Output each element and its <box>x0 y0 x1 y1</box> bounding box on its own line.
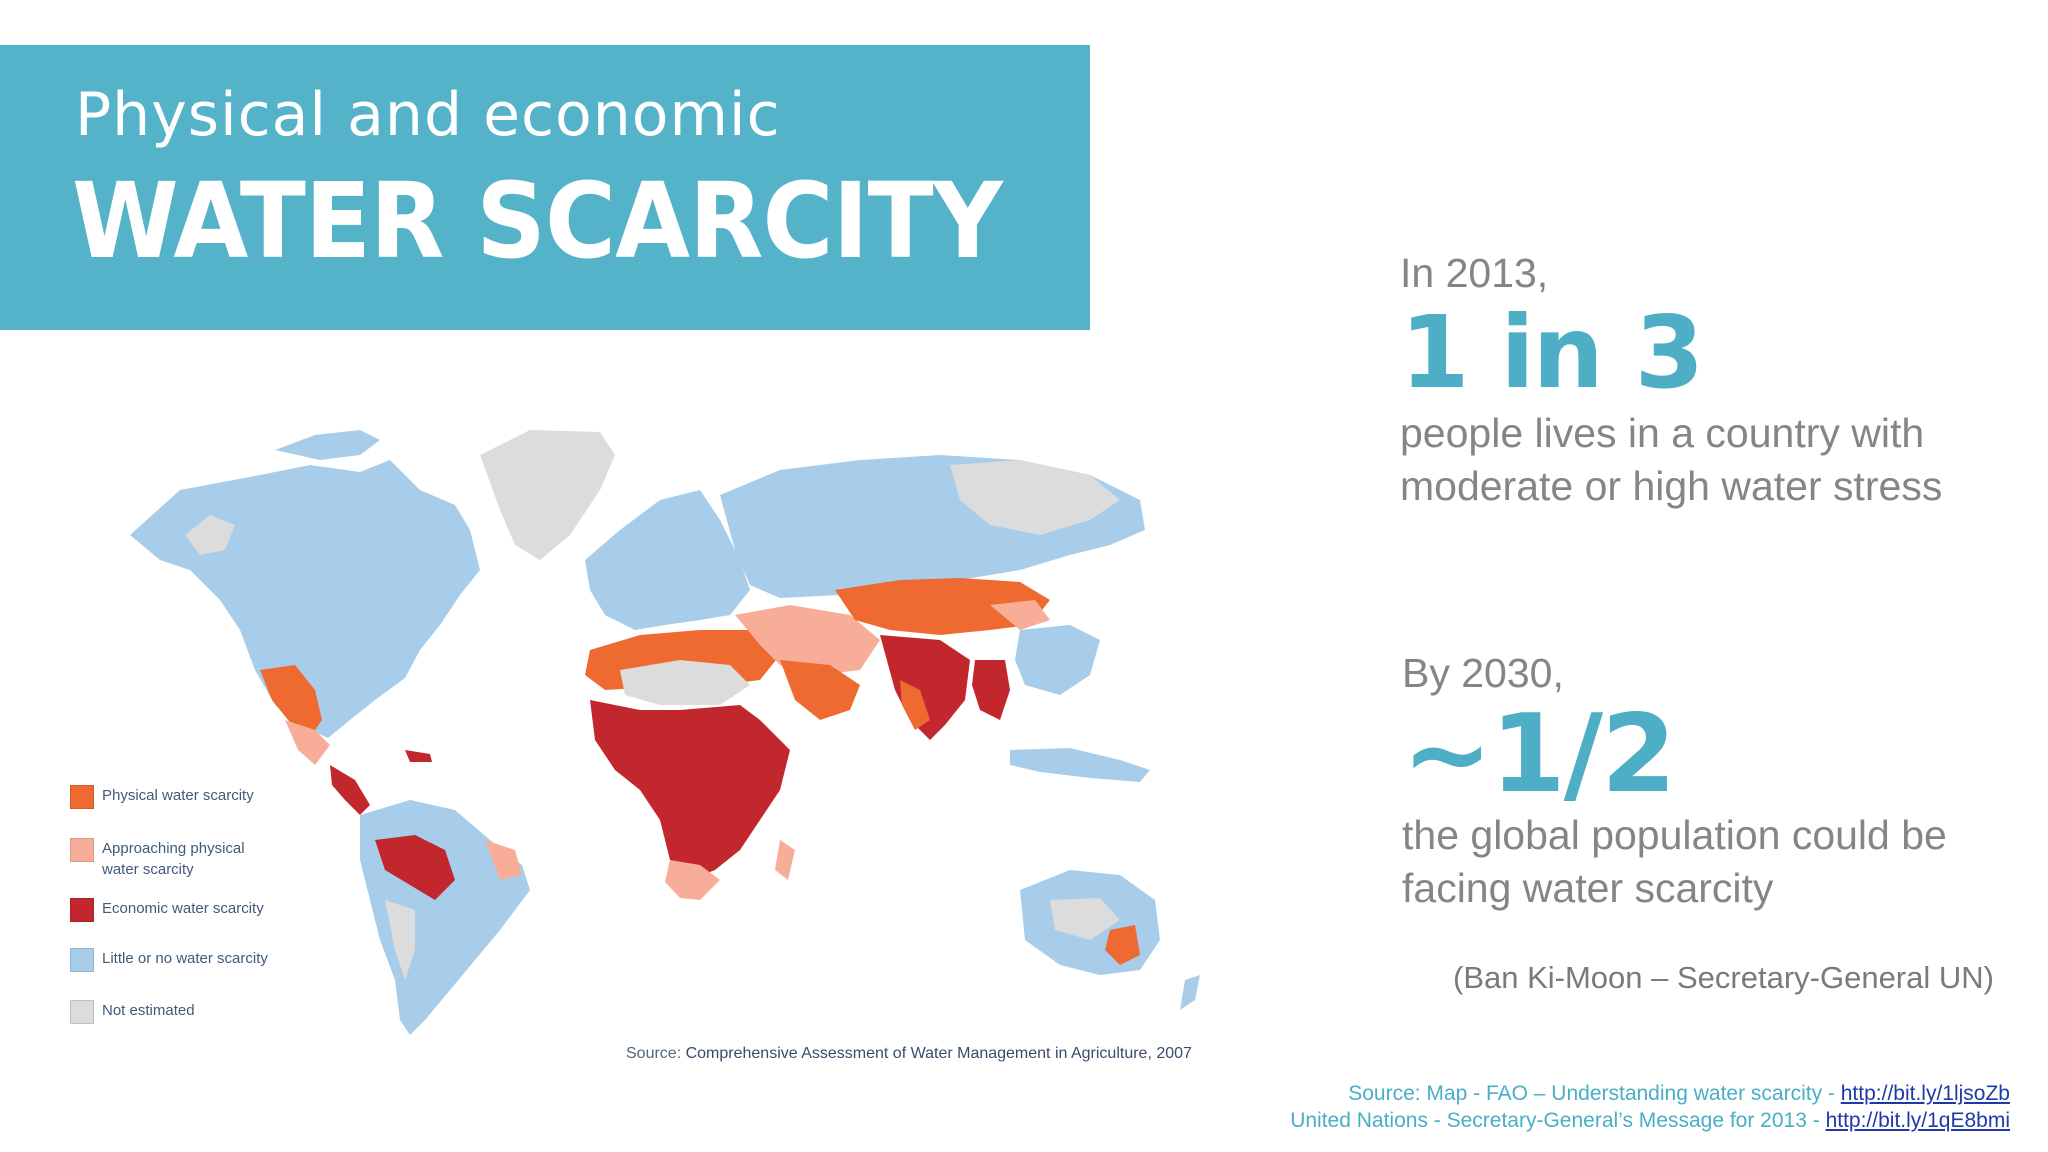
legend-swatch-economic <box>70 898 94 922</box>
legend-swatch-little <box>70 948 94 972</box>
australia-not-estimated <box>1050 898 1120 940</box>
greenland-region <box>480 430 615 560</box>
source-1-text: Source: Map - FAO – Understanding water … <box>1348 1082 1841 1105</box>
page-subtitle: Physical and economic <box>75 80 781 150</box>
southeast-asia-economic <box>972 660 1010 720</box>
china-approaching <box>990 600 1050 630</box>
south-america-region <box>360 800 530 1035</box>
legend-swatch-physical <box>70 785 94 809</box>
subsaharan-africa-economic <box>590 700 790 880</box>
central-asia-physical <box>835 578 1050 635</box>
alaska-north-region <box>185 515 235 555</box>
map-source-label: Source: <box>626 1045 682 1062</box>
andes-economic <box>375 835 455 900</box>
middle-east-approaching <box>735 605 880 675</box>
stat-2013-highlight: 1 in 3 <box>1400 294 1704 411</box>
stat-2030-desc-line1: the global population could be <box>1402 812 1947 858</box>
map-source-caption: Source: Comprehensive Assessment of Wate… <box>626 1045 1192 1063</box>
legend-label-economic: Economic water scarcity <box>102 900 264 917</box>
page-title: WATER SCARCITY <box>72 160 1003 282</box>
indonesia-region <box>1010 748 1150 782</box>
stat-2030-desc: the global population could be facing wa… <box>1402 809 1947 915</box>
india-economic <box>880 635 970 740</box>
south-africa-approaching <box>665 860 720 900</box>
title-banner <box>0 45 1090 330</box>
stat-2013-desc-line1: people lives in a country with <box>1400 410 1925 456</box>
east-asia-region <box>1015 625 1100 695</box>
stat-2030-intro: By 2030, <box>1402 650 1564 696</box>
madagascar-approaching <box>775 840 795 880</box>
far-east-not-estimated <box>950 460 1120 535</box>
quote-author: (Ban Ki-Moon – Secretary-General UN) <box>1453 960 1994 995</box>
canada-arctic-islands <box>275 430 380 460</box>
legend-label-not-estimated: Not estimated <box>102 1002 195 1019</box>
legend-label-approaching: Approaching physical water scarcity <box>102 838 245 880</box>
legend-item-economic: Economic water scarcity <box>70 898 264 922</box>
south-america-not-estimated <box>385 900 415 980</box>
stat-2030-highlight: ~1/2 <box>1402 692 1676 817</box>
southwest-usa-physical <box>260 665 322 740</box>
caribbean-economic <box>405 750 432 762</box>
source-2-text: United Nations - Secretary-General’s Mes… <box>1290 1109 1826 1132</box>
stat-2013: In 2013, 1 in 3 people lives in a countr… <box>1400 250 1942 513</box>
stat-2013-desc-line2: moderate or high water stress <box>1400 463 1943 509</box>
stat-2030: By 2030, ~1/2 the global population coul… <box>1402 650 1947 915</box>
legend-item-not-estimated: Not estimated <box>70 1000 195 1024</box>
legend-label-physical: Physical water scarcity <box>102 787 254 804</box>
legend-item-physical: Physical water scarcity <box>70 785 254 809</box>
brazil-approaching <box>485 840 522 880</box>
source-line-2: United Nations - Secretary-General’s Mes… <box>1290 1107 2010 1134</box>
legend-label-approaching-line2: water scarcity <box>102 861 194 878</box>
legend-item-little: Little or no water scarcity <box>70 948 268 972</box>
legend-swatch-approaching <box>70 838 94 862</box>
map-source-text: Comprehensive Assessment of Water Manage… <box>685 1045 1192 1062</box>
source-2-link[interactable]: http://bit.ly/1qE8bmi <box>1825 1109 2010 1132</box>
arabia-physical <box>780 660 860 720</box>
sahara-not-estimated <box>620 660 750 705</box>
stat-2030-desc-line2: facing water scarcity <box>1402 865 1774 911</box>
legend-label-little: Little or no water scarcity <box>102 950 268 967</box>
mexico-approaching <box>285 720 330 765</box>
new-zealand-region <box>1180 975 1200 1010</box>
source-line-1: Source: Map - FAO – Understanding water … <box>1290 1080 2010 1107</box>
source-1-link[interactable]: http://bit.ly/1ljsoZb <box>1840 1082 2010 1105</box>
europe-region <box>585 490 750 630</box>
world-water-scarcity-map <box>60 420 1240 1060</box>
sources-footer: Source: Map - FAO – Understanding water … <box>1290 1080 2010 1134</box>
legend-item-approaching: Approaching physical water scarcity <box>70 838 245 880</box>
australia-physical <box>1105 925 1140 965</box>
legend-label-approaching-line1: Approaching physical <box>102 840 245 857</box>
stat-2013-intro: In 2013, <box>1400 250 1549 296</box>
legend-swatch-not-estimated <box>70 1000 94 1024</box>
central-america-economic <box>330 765 370 815</box>
india-physical <box>900 680 930 730</box>
stat-2013-desc: people lives in a country with moderate … <box>1400 407 1942 513</box>
